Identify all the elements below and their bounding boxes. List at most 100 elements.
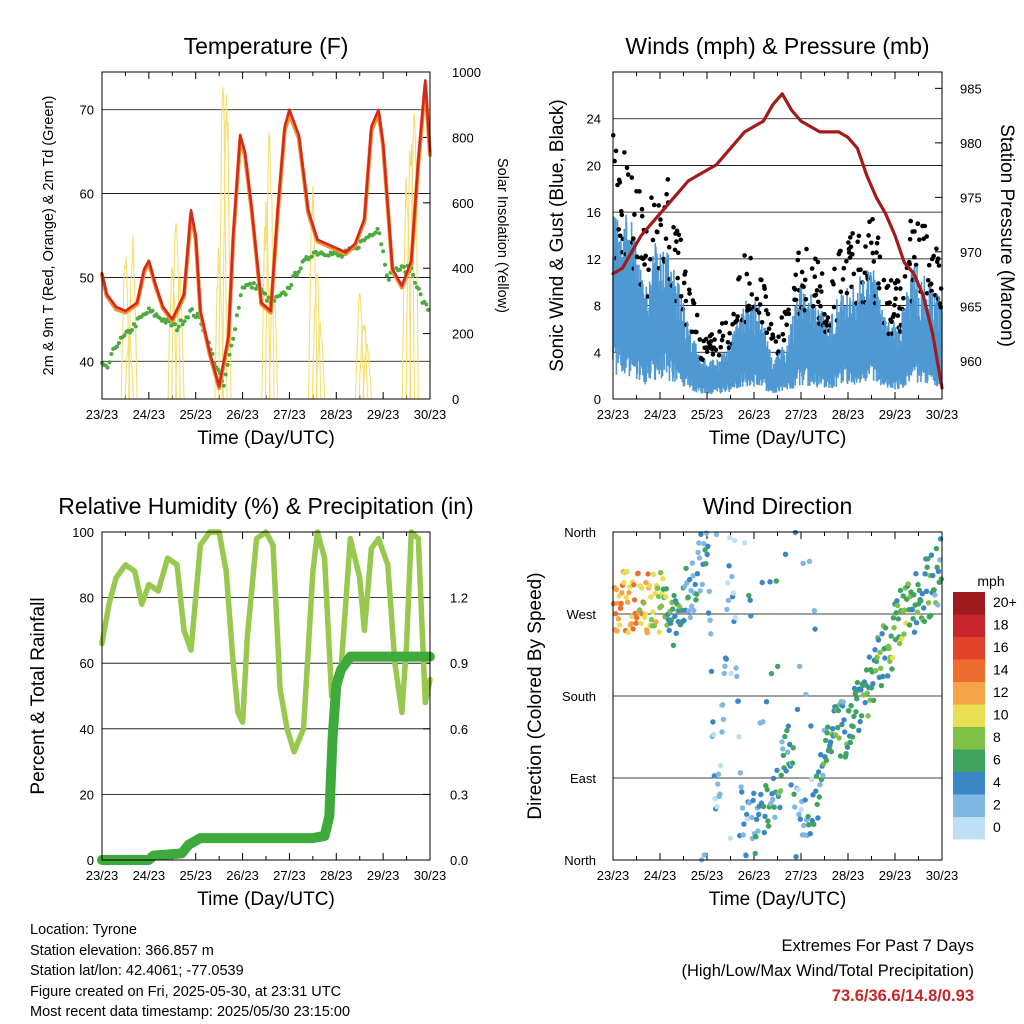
- gust-point: [622, 150, 627, 155]
- direction-point: [880, 673, 886, 680]
- dewpoint-point: [398, 267, 402, 272]
- colorbar-swatch: [953, 749, 985, 772]
- gust-point: [793, 297, 799, 303]
- x-tick-label: 26/23: [226, 868, 259, 883]
- gust-point: [804, 246, 809, 252]
- gust-point: [892, 302, 897, 308]
- direction-point: [808, 723, 814, 729]
- gust-point: [846, 240, 851, 245]
- station-info: Location: Tyrone Station elevation: 366.…: [30, 920, 350, 1023]
- direction-point: [733, 665, 739, 671]
- direction-point: [782, 551, 789, 557]
- direction-point: [689, 603, 695, 609]
- direction-point: [806, 558, 813, 565]
- dewpoint-point: [227, 352, 232, 357]
- direction-point: [643, 579, 649, 586]
- extremes-title: Extremes For Past 7 Days: [781, 937, 974, 955]
- direction-point: [692, 581, 698, 588]
- x-tick-label: 28/23: [832, 868, 865, 883]
- direction-point: [872, 647, 878, 653]
- gust-point: [893, 296, 898, 302]
- y-tick-label: 60: [80, 656, 94, 671]
- gust-point: [870, 250, 876, 256]
- x-axis-label: Time (Day/UTC): [709, 889, 847, 910]
- gust-point: [764, 330, 770, 336]
- y-tick-label: 50: [80, 270, 94, 285]
- dewpoint-point: [356, 245, 361, 250]
- direction-point: [750, 797, 756, 804]
- pressure-line: [611, 92, 944, 390]
- x-tick-label: 29/23: [367, 407, 400, 422]
- direction-point: [875, 637, 882, 643]
- gust-point: [617, 180, 623, 185]
- gust-point: [844, 259, 849, 264]
- direction-point: [895, 616, 901, 622]
- gust-point: [764, 308, 769, 313]
- gust-point: [885, 283, 891, 289]
- gust-point: [876, 285, 882, 291]
- direction-point: [708, 668, 715, 675]
- gust-point: [811, 304, 816, 309]
- gust-point: [876, 281, 881, 286]
- y-tick-label: North: [564, 525, 596, 540]
- direction-point: [888, 633, 894, 639]
- gust-point: [717, 329, 722, 334]
- direction-point: [832, 732, 839, 738]
- direction-point: [621, 580, 627, 586]
- gust-point: [893, 286, 899, 291]
- x-tick-label: 27/23: [273, 868, 306, 883]
- x-tick-label: 25/23: [179, 868, 212, 883]
- y-tick-label-right: 0.6: [450, 722, 468, 737]
- gust-point: [858, 267, 863, 273]
- gust-point: [632, 212, 637, 217]
- gust-point: [896, 279, 901, 284]
- gust-point: [639, 213, 645, 219]
- gust-point: [675, 275, 680, 281]
- direction-point: [913, 620, 920, 626]
- winds-pressure-panel: Winds (mph) & Pressure (mb) 23/23 24/23 25/…: [547, 33, 1017, 449]
- dewpoint-point: [115, 344, 119, 349]
- gust-point: [795, 257, 801, 263]
- direction-point: [690, 573, 696, 579]
- direction-point: [635, 570, 641, 576]
- direction-point: [728, 670, 734, 676]
- elevation-text: Station elevation: 366.857 m: [30, 942, 214, 959]
- direction-point: [725, 597, 732, 603]
- y-tick-label: South: [562, 689, 596, 704]
- direction-point: [854, 696, 860, 702]
- direction-point: [849, 734, 856, 740]
- direction-point: [617, 605, 624, 611]
- direction-point: [695, 549, 701, 556]
- gust-point: [874, 250, 879, 255]
- y-tick-label-right: 1.2: [450, 591, 468, 606]
- gust-point: [847, 255, 853, 260]
- direction-point: [658, 603, 665, 609]
- y-tick-label: West: [567, 607, 597, 622]
- direction-point: [662, 594, 669, 600]
- direction-point: [870, 697, 877, 704]
- gust-point: [819, 271, 825, 276]
- direction-point: [704, 551, 710, 558]
- x-tick-label: 27/23: [273, 407, 306, 422]
- direction-point: [894, 602, 901, 609]
- direction-point: [905, 581, 911, 587]
- direction-point: [802, 797, 808, 803]
- direction-point: [746, 592, 752, 599]
- gust-point: [824, 319, 829, 324]
- direction-point: [748, 613, 754, 619]
- direction-point: [724, 606, 730, 613]
- direction-point: [685, 594, 691, 600]
- gust-point: [731, 311, 736, 317]
- direction-point: [696, 555, 703, 561]
- direction-point: [848, 703, 854, 709]
- direction-point: [631, 582, 637, 588]
- gust-point: [813, 256, 818, 262]
- y-axis-label: Direction (Colored By Speed): [525, 572, 546, 819]
- direction-point: [762, 813, 768, 819]
- insolation-spike: [358, 323, 369, 400]
- direction-point: [878, 665, 884, 671]
- direction-point: [758, 791, 764, 798]
- direction-point: [795, 786, 801, 793]
- gust-point: [814, 288, 820, 293]
